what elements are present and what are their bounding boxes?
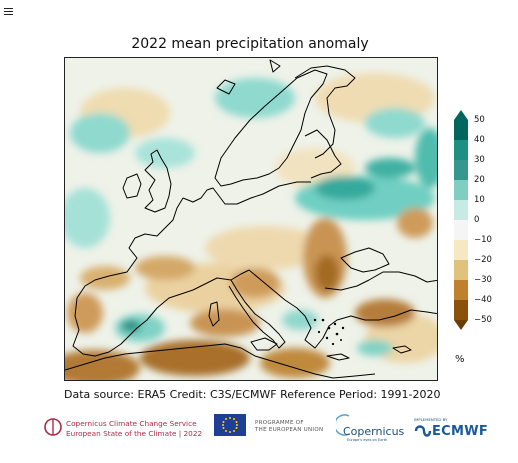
colorbar-max-arrow — [454, 110, 468, 120]
colorbar-segment — [454, 220, 468, 241]
copernicus-swirl-icon — [336, 414, 350, 436]
colorbar-segment — [454, 240, 468, 261]
colorbar-segment — [454, 160, 468, 181]
colorbar-tick-label: −10 — [474, 234, 492, 245]
eu-programme-text: PROGRAMME OF THE EUROPEAN UNION — [255, 420, 324, 433]
colorbar-tick-label: 30 — [474, 154, 485, 165]
data-source-caption: Data source: ERA5 Credit: C3S/ECMWF Refe… — [64, 388, 441, 401]
c3s-logo-icon — [44, 418, 62, 436]
colorbar-tick-label: 0 — [474, 214, 480, 225]
anomaly-map — [64, 57, 438, 381]
colorbar-tick-label: 50 — [474, 114, 485, 125]
colorbar-tick-label: 40 — [474, 134, 485, 145]
colorbar-tick-label: −50 — [474, 314, 492, 325]
map-svg — [65, 58, 437, 380]
coastlines — [65, 59, 437, 379]
menu-icon[interactable] — [4, 8, 13, 15]
map-title: 2022 mean precipitation anomaly — [131, 36, 369, 52]
colorbar-tick-label: 20 — [474, 174, 485, 185]
colorbar-segment — [454, 140, 468, 161]
colorbar-segment — [454, 180, 468, 201]
eu-flag-icon — [214, 414, 246, 436]
anomaly-field — [65, 73, 437, 380]
colorbar-segment — [454, 300, 468, 321]
ecmwf-implemented-by: IMPLEMENTED BY — [414, 417, 448, 422]
colorbar — [454, 110, 468, 330]
copernicus-tagline: Europe's eyes on Earth — [347, 438, 388, 442]
colorbar-tick-label: −30 — [474, 274, 492, 285]
copernicus-logo-text: Copernicus — [343, 425, 405, 438]
ecmwf-wave-icon — [414, 425, 432, 437]
c3s-logo-text: Copernicus Climate Change Service Europe… — [66, 419, 203, 438]
colorbar-tick-label: 10 — [474, 194, 485, 205]
colorbar-tick-label: −40 — [474, 294, 492, 305]
colorbar-segment — [454, 280, 468, 301]
colorbar-segment — [454, 120, 468, 141]
colorbar-segment — [454, 260, 468, 281]
colorbar-segment — [454, 200, 468, 221]
colorbar-tick-label: −20 — [474, 254, 492, 265]
colorbar-unit: % — [455, 354, 465, 365]
ecmwf-logo-text: ECMWF — [432, 424, 489, 439]
aegean-islands — [313, 318, 345, 346]
colorbar-min-arrow — [454, 320, 468, 330]
logo-bar: Copernicus Climate Change Service Europe… — [0, 410, 518, 450]
